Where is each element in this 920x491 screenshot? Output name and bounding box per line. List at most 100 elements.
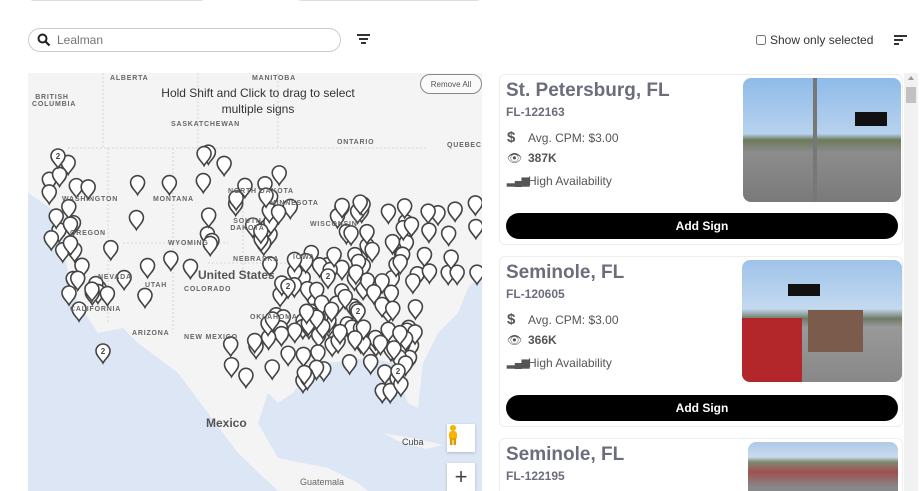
map-pin-marker[interactable]: [323, 301, 340, 324]
map-pin-marker[interactable]: [392, 253, 408, 276]
map-pin-marker[interactable]: [376, 364, 393, 386]
add-sign-button[interactable]: Add Sign: [506, 395, 898, 421]
map-pin-marker[interactable]: [295, 346, 312, 369]
listing-card[interactable]: Seminole, FL FL-122195: [499, 438, 903, 491]
map-pin-marker[interactable]: [129, 174, 146, 197]
map-pin-marker[interactable]: [137, 287, 153, 310]
top-tab-1[interactable]: [30, 0, 204, 1]
map-pin-marker[interactable]: [43, 230, 60, 252]
map-pin-marker[interactable]: [420, 203, 436, 226]
map-pin-marker[interactable]: [298, 303, 315, 326]
map-pin-marker[interactable]: [80, 179, 96, 201]
map-pin-marker[interactable]: [372, 334, 389, 357]
map-pin-marker[interactable]: [447, 201, 463, 223]
search-input[interactable]: [57, 33, 317, 47]
map-pin-marker[interactable]: [380, 203, 397, 226]
map-pin-marker[interactable]: [41, 184, 58, 206]
map-pin-marker[interactable]: [253, 223, 269, 245]
map-pin-marker[interactable]: [61, 285, 77, 307]
map-pin-marker[interactable]: [182, 258, 199, 281]
map-pin-marker[interactable]: [384, 300, 401, 323]
map-pin-marker[interactable]: [273, 325, 290, 348]
map-pin-marker[interactable]: [337, 288, 354, 311]
map-pin-marker[interactable]: 2: [95, 343, 111, 365]
map-pin-marker[interactable]: 2: [320, 268, 336, 290]
map-pin-marker[interactable]: [416, 246, 433, 269]
map-pin-marker[interactable]: [61, 198, 77, 221]
map-pin-marker[interactable]: [102, 239, 119, 262]
map-pin-marker[interactable]: [359, 223, 375, 246]
map-pin-marker[interactable]: [228, 190, 244, 212]
top-tab-2[interactable]: [298, 0, 480, 1]
map-pin-marker[interactable]: 2: [280, 278, 296, 300]
map-pin-marker[interactable]: [396, 198, 413, 220]
map-pin-marker[interactable]: [262, 256, 278, 278]
map-pin-marker[interactable]: [69, 270, 86, 293]
map-pin-marker[interactable]: [270, 204, 287, 226]
map-pin-marker[interactable]: [343, 225, 359, 247]
map-pin-marker[interactable]: [310, 344, 326, 366]
sort-icon[interactable]: [894, 35, 908, 47]
map-pin-marker[interactable]: [341, 354, 358, 376]
filter-icon[interactable]: [356, 34, 370, 46]
map-pin-marker[interactable]: [347, 330, 363, 352]
map-pin-marker[interactable]: 2: [50, 148, 66, 170]
map-pin-marker[interactable]: [62, 216, 79, 238]
map-pin-marker[interactable]: [271, 165, 288, 187]
map-pin-marker[interactable]: [443, 249, 459, 271]
map-pin-marker[interactable]: [116, 269, 132, 292]
map-pin-marker[interactable]: [280, 345, 296, 368]
show-only-selected-checkbox[interactable]: [756, 35, 766, 45]
map-pin-marker[interactable]: [296, 364, 313, 387]
map-pin-marker[interactable]: [238, 367, 254, 390]
map-pin-marker[interactable]: [386, 340, 402, 362]
map-pin-marker[interactable]: [128, 209, 145, 232]
map-pin-marker[interactable]: [405, 273, 421, 295]
map-pin-marker[interactable]: [200, 207, 217, 229]
map-pin-marker[interactable]: [223, 356, 240, 379]
map-pin-marker[interactable]: [334, 197, 350, 220]
search-box[interactable]: [28, 28, 341, 52]
map-pin-marker[interactable]: [392, 324, 408, 347]
listing-card[interactable]: St. Petersburg, FL FL-122163 $ Avg. CPM: …: [499, 74, 903, 245]
map-pin-marker[interactable]: [51, 166, 68, 189]
map-pin-marker[interactable]: [84, 281, 100, 304]
remove-all-button[interactable]: Remove All: [420, 74, 482, 94]
map-pin-marker[interactable]: [48, 208, 65, 230]
map-pin-marker[interactable]: [364, 241, 380, 264]
map-pin-marker[interactable]: [366, 283, 382, 306]
map-pin-marker[interactable]: [68, 177, 85, 200]
map-pin-marker[interactable]: [258, 187, 274, 209]
map-pin-marker[interactable]: [421, 222, 437, 244]
scrollbar[interactable]: [904, 73, 918, 491]
map-pin-marker[interactable]: [467, 195, 482, 217]
map-pin-marker[interactable]: [62, 235, 79, 257]
map-pin-marker[interactable]: [382, 382, 399, 405]
listing-card[interactable]: Seminole, FL FL-120605 $ Avg. CPM: $3.00 …: [499, 256, 903, 427]
map-pin-marker[interactable]: [264, 359, 281, 381]
zoom-in-button[interactable]: +: [447, 463, 475, 491]
map-pin-marker[interactable]: [421, 263, 438, 285]
map-pin-marker[interactable]: 2: [350, 303, 366, 325]
map-pin-marker[interactable]: [468, 218, 482, 241]
map-pin-marker[interactable]: [216, 155, 232, 178]
map-pin-marker[interactable]: [246, 332, 263, 355]
map-pin-marker[interactable]: [440, 225, 457, 248]
map-pin-marker[interactable]: [326, 246, 342, 269]
map-pin-marker[interactable]: [332, 323, 348, 346]
map-pin-marker[interactable]: [403, 216, 420, 239]
map-pin-marker[interactable]: 2: [390, 363, 406, 385]
scrollbar-thumb[interactable]: [906, 87, 916, 103]
map-pin-marker[interactable]: [222, 336, 239, 358]
add-sign-button[interactable]: Add Sign: [506, 213, 898, 239]
show-only-selected[interactable]: Show only selected: [756, 33, 873, 47]
map-pin-marker[interactable]: [139, 257, 156, 280]
map-pin-marker[interactable]: [264, 311, 281, 333]
map-pin-marker[interactable]: [469, 264, 482, 287]
map-pin-marker[interactable]: [407, 299, 424, 321]
map-pin-marker[interactable]: [286, 251, 303, 274]
map-pin-marker[interactable]: [202, 235, 218, 258]
map[interactable]: 2 2 2 2 2 2 ALBERTA MANITOBA BRITISH COLUMBIA…: [28, 73, 482, 491]
street-view-pegman-icon[interactable]: [447, 424, 475, 452]
map-pin-marker[interactable]: [196, 145, 212, 168]
